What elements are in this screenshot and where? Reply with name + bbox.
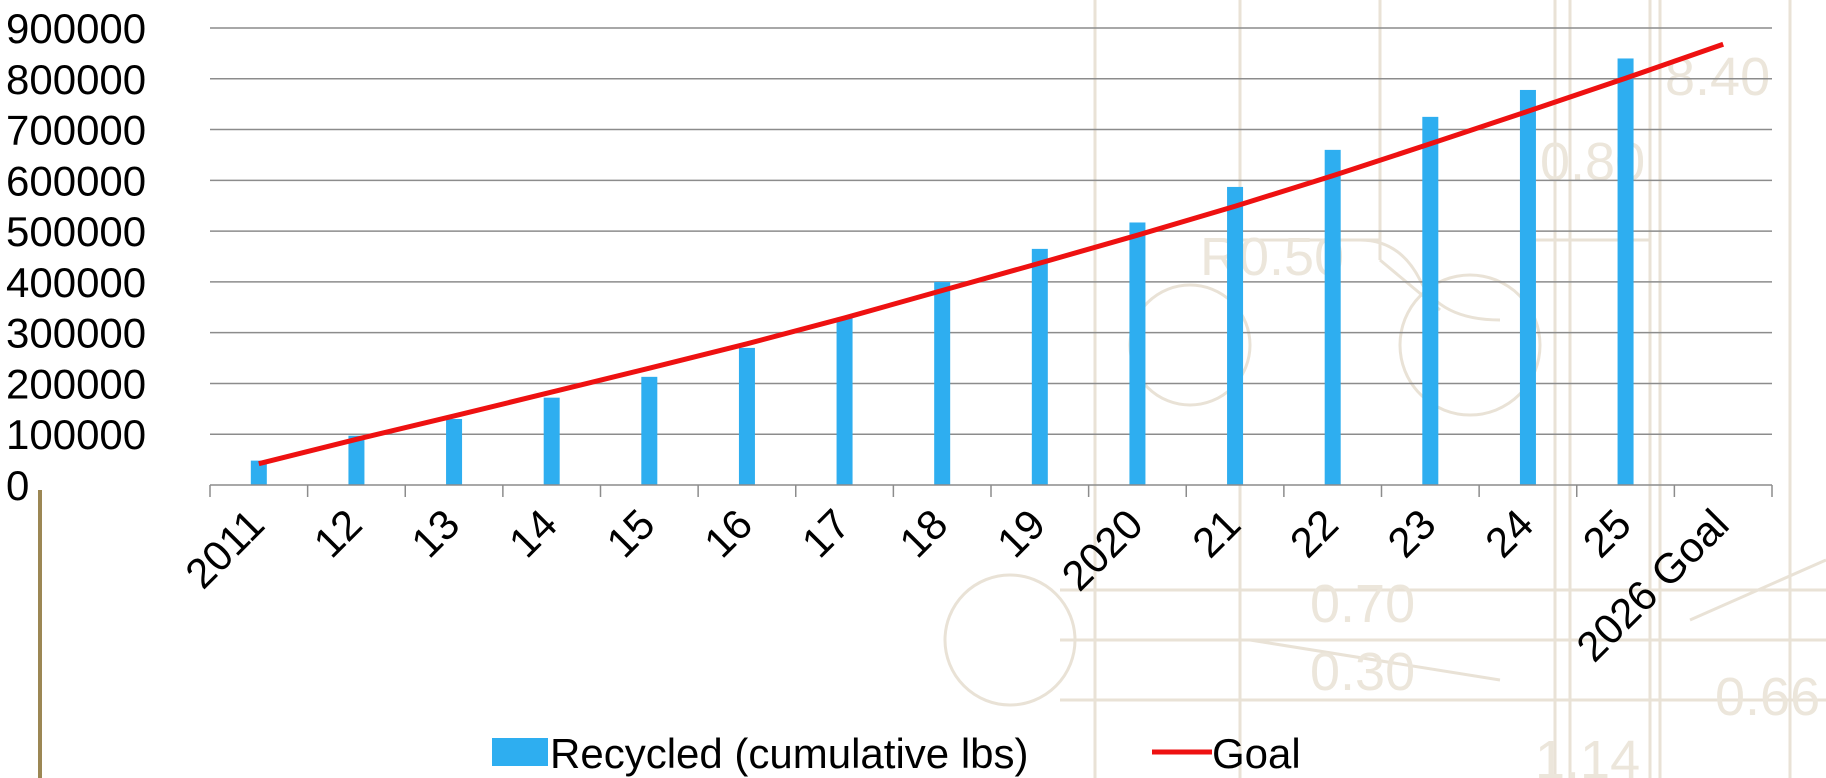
bar	[1227, 186, 1244, 485]
gridlines	[210, 27, 1772, 435]
y-tick-label: 800000	[6, 56, 146, 103]
y-tick-label: 400000	[6, 259, 146, 306]
y-axis-ticks: 0100000200000300000400000500000600000700…	[6, 5, 146, 509]
bar	[1129, 222, 1146, 485]
bar	[446, 418, 463, 485]
y-tick-label: 300000	[6, 310, 146, 357]
bar	[1519, 89, 1536, 486]
y-tick-label: 100000	[6, 411, 146, 458]
legend-label-recycled: Recycled (cumulative lbs)	[550, 730, 1029, 777]
watermark-label: 0.70	[1310, 574, 1415, 634]
y-tick-label: 600000	[6, 157, 146, 204]
bar	[641, 376, 658, 485]
x-tick-label: 2011	[176, 500, 273, 597]
bar-series	[250, 58, 1634, 486]
watermark-label: 8.40	[1665, 47, 1770, 107]
bar	[738, 347, 755, 485]
y-tick-label: 500000	[6, 208, 146, 255]
x-tick-label: 24	[1476, 500, 1542, 566]
y-tick-label: 700000	[6, 107, 146, 154]
x-axis	[209, 484, 1773, 497]
y-tick-label: 200000	[6, 360, 146, 407]
bar	[250, 460, 267, 485]
watermark-label: R0.50	[1200, 227, 1344, 287]
x-tick-label: 18	[890, 500, 956, 566]
legend-swatch-recycled	[492, 738, 548, 766]
x-tick-label: 22	[1281, 500, 1347, 566]
x-tick-label: 19	[988, 500, 1054, 566]
bar	[348, 435, 365, 485]
x-tick-label: 2020	[1052, 500, 1151, 599]
x-tick-label: 15	[597, 500, 663, 566]
watermark-label: 1.14	[1535, 730, 1640, 778]
y-tick-label: 0	[6, 462, 29, 509]
y-tick-label: 900000	[6, 5, 146, 52]
bar	[1031, 248, 1048, 485]
x-tick-label: 16	[695, 500, 761, 566]
x-tick-label: 13	[402, 500, 468, 566]
x-tick-label: 25	[1574, 500, 1640, 566]
x-tick-label: 23	[1378, 500, 1444, 566]
background-drawing: 0.70 0.30 8.40 0.80 R0.50 0.66 1.14	[943, 0, 1826, 778]
goal-line-series	[258, 41, 1725, 467]
bar	[543, 397, 560, 485]
bar	[1422, 116, 1439, 485]
legend: Recycled (cumulative lbs) Goal	[492, 730, 1301, 777]
bar	[1617, 58, 1634, 485]
x-tick-label: 14	[500, 500, 566, 566]
bar	[1324, 149, 1341, 485]
watermark-label: 0.30	[1310, 642, 1415, 702]
watermark-label: 0.66	[1715, 667, 1820, 727]
x-tick-label: 17	[793, 500, 859, 566]
bar	[836, 317, 853, 485]
goal-line	[258, 41, 1725, 467]
bar	[934, 281, 951, 485]
x-tick-label: 12	[305, 500, 371, 566]
legend-label-goal: Goal	[1212, 730, 1301, 777]
